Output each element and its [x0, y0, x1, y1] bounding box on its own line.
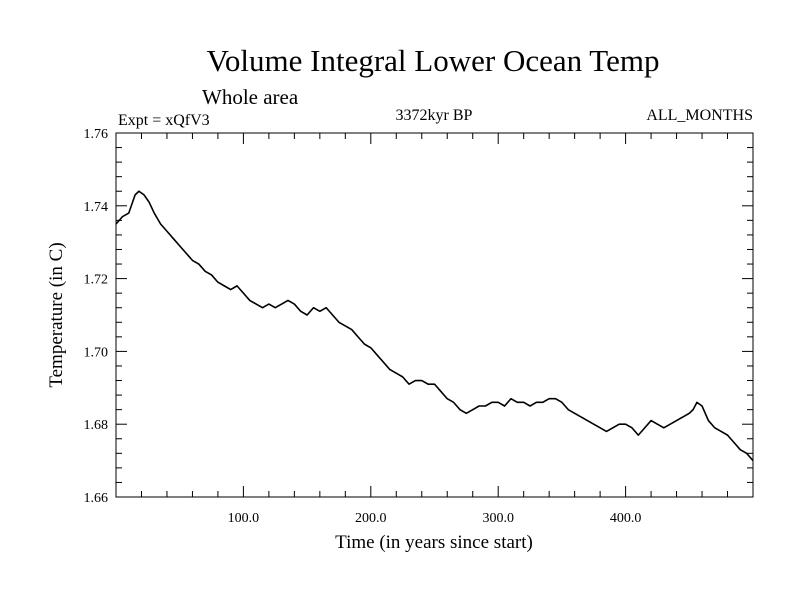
experiment-label: Expt = xQfV3: [118, 112, 210, 129]
y-axis: 1.66 1.68 1.70 1.72 1.74 1.76: [84, 127, 753, 506]
y-axis-label: Temperature (in C): [46, 242, 67, 387]
x-axis: 100.0 200.0 300.0 400.0: [140, 133, 729, 526]
y-tick-label: 1.76: [84, 127, 109, 142]
y-tick-label: 1.74: [84, 200, 109, 215]
x-tick-label: 200.0: [355, 511, 387, 526]
plot-frame: [115, 132, 754, 498]
period-label: 3372kyr BP: [396, 107, 473, 124]
months-label: ALL_MONTHS: [646, 107, 753, 124]
x-tick-label: 300.0: [482, 511, 514, 526]
chart-subtitle: Whole area: [202, 85, 299, 109]
y-tick-label: 1.70: [84, 345, 109, 360]
x-tick-label: 400.0: [610, 511, 642, 526]
y-tick-label: 1.68: [84, 418, 109, 433]
y-tick-label: 1.72: [84, 273, 109, 288]
series-line: [115, 190, 754, 462]
y-tick-label: 1.66: [84, 491, 109, 506]
x-axis-label: Time (in years since start): [335, 532, 533, 553]
chart-title: Volume Integral Lower Ocean Temp: [207, 43, 660, 78]
plot-area: 100.0 200.0 300.0 400.0 1.66 1.68 1.70 1.72 1.7…: [84, 127, 754, 526]
x-tick-label: 100.0: [228, 511, 260, 526]
